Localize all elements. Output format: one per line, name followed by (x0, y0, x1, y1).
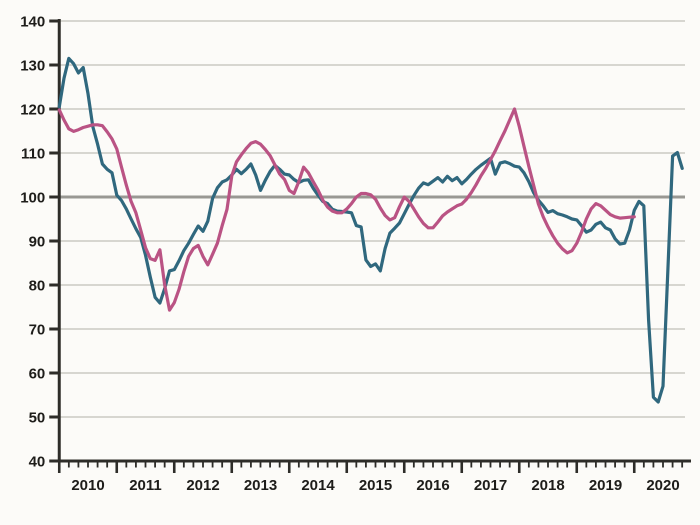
x-axis-year-label: 2013 (244, 477, 277, 494)
y-axis-tick-label: 110 (21, 146, 45, 163)
y-axis-tick-label: 120 (20, 102, 45, 119)
x-axis-year-label: 2010 (71, 477, 104, 494)
y-axis-tick-label: 80 (29, 278, 46, 295)
x-axis-year-label: 2011 (129, 477, 162, 494)
y-axis-tick-label: 40 (29, 454, 46, 471)
y-axis-tick-label: 100 (20, 190, 45, 207)
x-axis-year-label: 2014 (301, 477, 335, 494)
x-axis-year-label: 2018 (531, 477, 564, 494)
x-axis-year-label: 2020 (646, 477, 679, 494)
x-axis-year-label: 2016 (416, 477, 449, 494)
y-axis-tick-label: 60 (29, 366, 46, 383)
y-axis-tick-label: 50 (29, 410, 46, 427)
x-axis-year-label: 2012 (186, 477, 219, 494)
y-axis-tick-label: 90 (29, 234, 46, 251)
x-axis-year-label: 2019 (589, 477, 622, 494)
data-line-series1 (57, 56, 684, 404)
y-axis-tick-label: 140 (20, 14, 45, 31)
x-axis-year-label: 2015 (359, 477, 392, 494)
x-axis-year-label: 2017 (474, 477, 507, 494)
y-axis-tick-label: 130 (20, 58, 45, 75)
y-axis-tick-label: 70 (29, 322, 46, 339)
data-line-series2 (57, 107, 636, 312)
